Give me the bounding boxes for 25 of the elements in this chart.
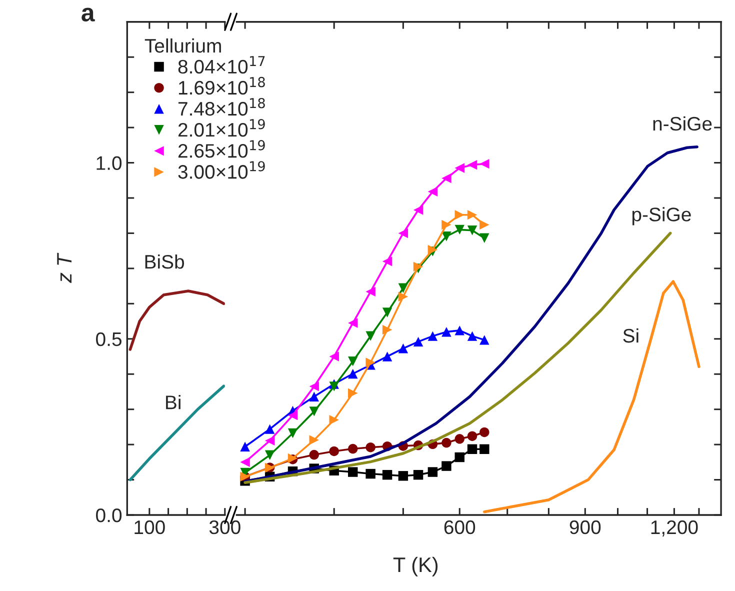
legend-label: 3.00×10$^{19}$: [178, 161, 265, 179]
y-axis-title: z T: [57, 252, 72, 284]
legend-label: 7.48×10$^{18}$: [178, 98, 265, 116]
legend-label: 8.04×10$^{17}$: [178, 56, 265, 74]
series-label: Bi: [166, 394, 180, 410]
y-tick-label: 0.5: [96, 332, 122, 346]
series-label: Si: [623, 328, 638, 343]
text: a: [82, 8, 95, 22]
series-label: n-SiGe: [653, 116, 712, 131]
y-tick-label: 0.0: [96, 508, 122, 522]
x-tick-label: 300: [209, 520, 240, 534]
series-label: BiSb: [145, 254, 184, 269]
legend-label: 2.01×10$^{19}$: [178, 119, 265, 137]
x-tick-label: 600: [444, 520, 476, 534]
series-label: p-SiGe: [632, 207, 691, 226]
legend-title: Tellurium: [144, 38, 221, 53]
x-tick-label: 1,200: [651, 520, 698, 536]
legend-label: 2.65×10$^{19}$: [178, 140, 265, 158]
legend-label: 1.69×10$^{18}$: [178, 76, 265, 95]
x-tick-label: 100: [134, 520, 165, 534]
x-tick-label: 900: [570, 520, 601, 534]
x-axis-title: T (K): [393, 556, 438, 576]
y-tick-label: 1.0: [96, 156, 122, 170]
line-series: [128, 384, 225, 482]
line-series: [128, 290, 225, 351]
